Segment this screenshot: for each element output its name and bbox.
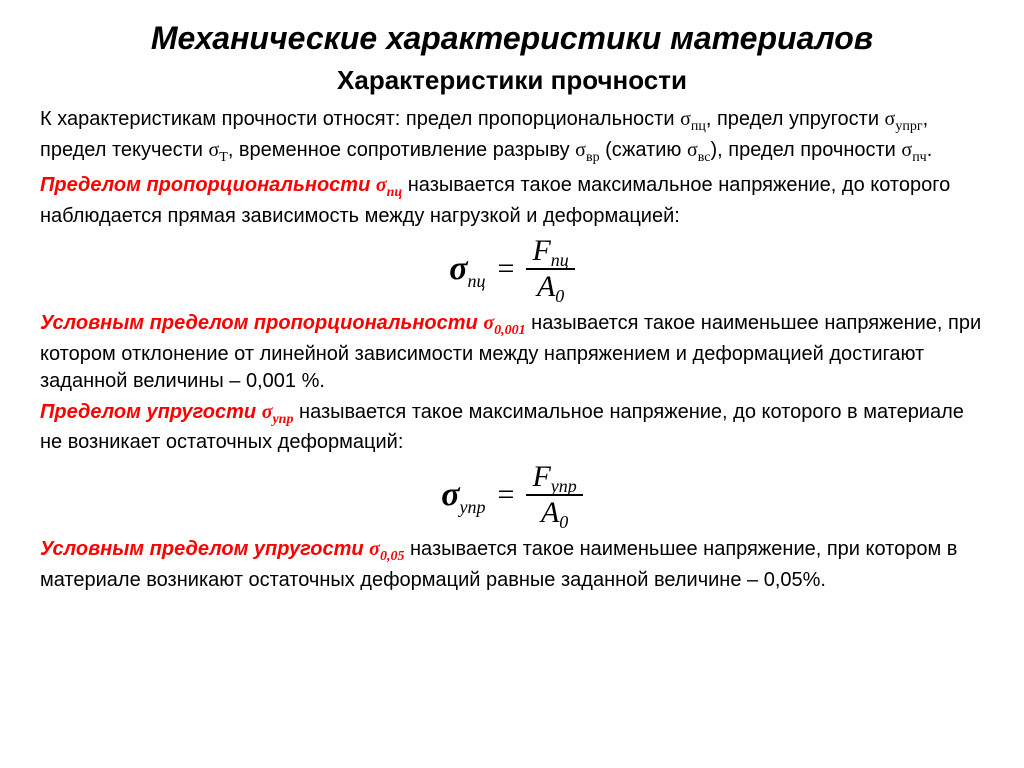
def-lead: Условным пределом упругости σ0,05 bbox=[40, 538, 404, 560]
sigma-uprg: σупрг bbox=[885, 108, 923, 130]
formula-fraction: Fпц A0 bbox=[526, 236, 574, 302]
sigma-vs: σвс bbox=[687, 139, 711, 161]
intro-text: (сжатию bbox=[600, 139, 687, 161]
intro-text: , временное сопротивление разрыву bbox=[228, 139, 575, 161]
def-lead: Пределом пропорциональности σпц bbox=[40, 174, 402, 196]
formula-lhs: σпц bbox=[449, 250, 485, 288]
sigma-vr: σвр bbox=[575, 139, 599, 161]
intro-paragraph: К характеристикам прочности относят: пре… bbox=[40, 106, 984, 168]
sigma-pc: σпц bbox=[680, 108, 706, 130]
def-lead: Условным пределом пропорциональности σ0,… bbox=[40, 312, 526, 334]
equals-sign: = bbox=[498, 478, 515, 512]
formula-fraction: Fупр A0 bbox=[526, 462, 582, 528]
sigma-t: σТ bbox=[208, 139, 227, 161]
intro-text: ), предел прочности bbox=[711, 139, 902, 161]
page-title: Механические характеристики материалов bbox=[40, 20, 984, 57]
page-subtitle: Характеристики прочности bbox=[40, 65, 984, 96]
equals-sign: = bbox=[498, 252, 515, 286]
intro-text: . bbox=[927, 139, 933, 161]
formula-proportionality: σпц = Fпц A0 bbox=[40, 236, 984, 302]
formula-elasticity: σупр = Fупр A0 bbox=[40, 462, 984, 528]
intro-text: К характеристикам прочности относят: пре… bbox=[40, 108, 680, 130]
definition-elasticity: Пределом упругости σупр называется такое… bbox=[40, 399, 984, 457]
intro-text: , предел упругости bbox=[706, 108, 885, 130]
sigma-pch: σпч bbox=[901, 139, 926, 161]
definition-conditional-proportionality: Условным пределом пропорциональности σ0,… bbox=[40, 310, 984, 395]
definition-conditional-elasticity: Условным пределом упругости σ0,05 называ… bbox=[40, 536, 984, 594]
formula-lhs: σупр bbox=[441, 476, 485, 514]
definition-proportionality: Пределом пропорциональности σпц называет… bbox=[40, 172, 984, 230]
def-lead: Пределом упругости σупр bbox=[40, 401, 293, 423]
